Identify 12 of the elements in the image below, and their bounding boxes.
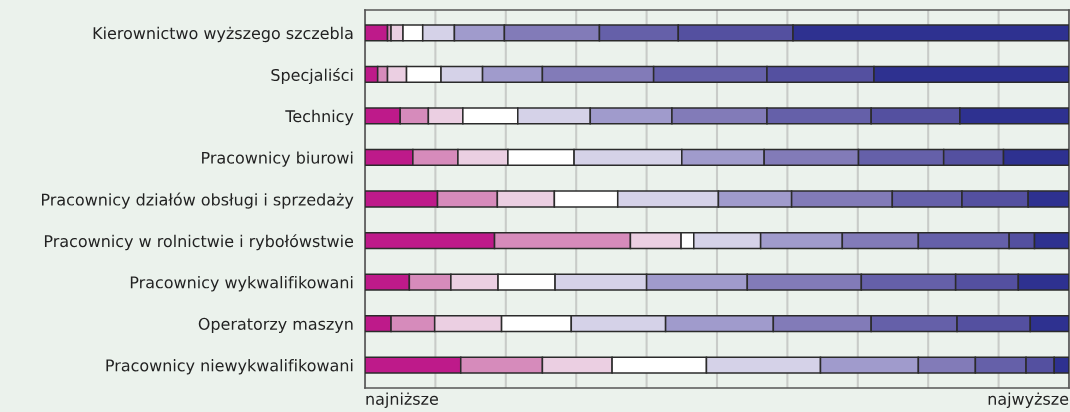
y-tick-label: Operatorzy maszyn: [198, 317, 353, 334]
y-tick-label: Pracownicy w rolnictwie i rybołówstwie: [44, 234, 354, 251]
y-tick-label: Specjaliści: [271, 68, 353, 85]
y-tick-label: Pracownicy niewykwalifikowani: [106, 359, 353, 375]
text: najwyższe: [988, 392, 1069, 408]
y-tick-label: Pracownicy wykwalifikowani: [130, 276, 353, 292]
y-tick-label: Kierownictwo wyższego szczebla: [93, 26, 353, 43]
y-tick-label: Pracownicy działów obsługi i sprzedaży: [42, 192, 354, 209]
y-tick-label: Technicy: [285, 109, 354, 126]
text: najniższe: [366, 392, 438, 408]
bar: [365, 24, 389, 42]
y-tick-label: Pracownicy biurowi: [202, 151, 353, 167]
